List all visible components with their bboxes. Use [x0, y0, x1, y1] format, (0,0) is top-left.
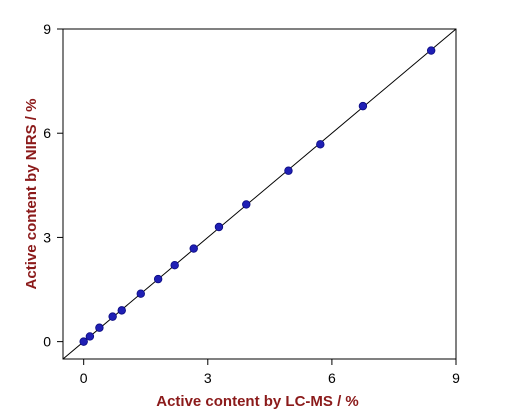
data-point: [136, 289, 145, 298]
y-tick-label: 0: [43, 334, 51, 350]
data-point: [117, 306, 126, 315]
x-tick-label: 9: [452, 370, 460, 386]
data-point: [426, 46, 436, 55]
data-point: [214, 222, 224, 232]
data-point: [316, 140, 325, 149]
x-tick-label: 3: [204, 370, 212, 386]
axis-ticks: 0 3 6 9 0 3 6 9: [43, 21, 460, 386]
data-points: [79, 46, 436, 346]
data-point: [95, 323, 104, 332]
data-point: [85, 332, 95, 341]
data-point: [108, 312, 117, 321]
data-point: [242, 200, 251, 209]
data-point: [189, 244, 198, 253]
y-tick-label: 9: [43, 21, 51, 37]
y-axis-title: Active content by NIRS / %: [23, 99, 40, 290]
y-tick-label: 3: [43, 229, 51, 245]
data-point: [153, 274, 163, 284]
x-axis-title: Active content by LC-MS / %: [156, 393, 359, 410]
plot-frame: [62, 28, 457, 360]
data-point: [284, 166, 293, 175]
plot-area: [62, 28, 457, 360]
y-tick-label: 6: [43, 125, 51, 141]
data-point: [79, 337, 88, 346]
identity-line: [62, 28, 457, 360]
x-tick-label: 6: [328, 370, 336, 386]
data-point: [358, 101, 368, 111]
data-point: [170, 261, 179, 270]
x-tick-label: 0: [80, 370, 88, 386]
